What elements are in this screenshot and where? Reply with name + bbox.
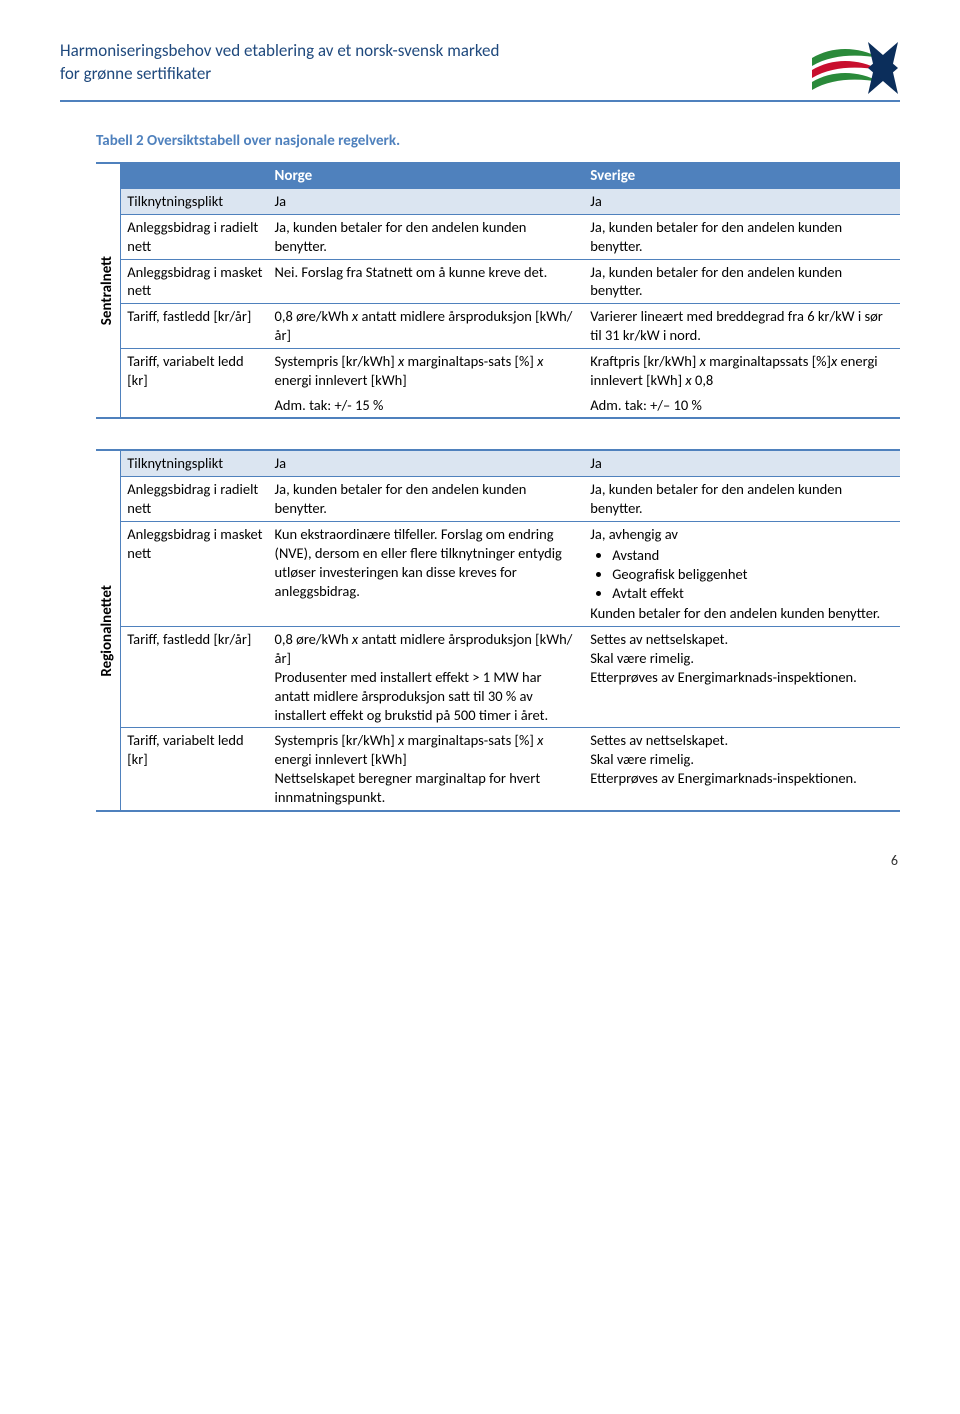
cell-sverige: Kraftpris [kr/kWh] x marginaltapssats [%… — [584, 348, 900, 392]
cell-sverige: Ja, kunden betaler for den andelen kunde… — [584, 259, 900, 304]
table-row: Anleggsbidrag i masket nettNei. Forslag … — [121, 259, 900, 304]
cell-sverige: Ja — [584, 189, 900, 214]
cell-norge: Ja, kunden betaler for den andelen kunde… — [269, 214, 585, 259]
section-side-label: Regionalnettet — [96, 451, 121, 809]
cell-sverige: Ja — [584, 451, 900, 476]
cell-norge: Ja, kunden betaler for den andelen kunde… — [269, 477, 585, 522]
row-label: Anleggsbidrag i radielt nett — [121, 214, 268, 259]
doc-title: Harmoniseringsbehov ved etablering av et… — [60, 40, 499, 86]
section-side-label-text: Regionalnettet — [98, 585, 118, 677]
cell-sverige: Adm. tak: +/– 10 % — [584, 393, 900, 418]
row-label: Tariff, variabelt ledd [kr] — [121, 348, 268, 392]
col-norge: Norge — [269, 164, 585, 190]
row-label: Tilknytningsplikt — [121, 189, 268, 214]
tables-container: SentralnettNorgeSverigeTilknytningsplikt… — [60, 162, 900, 812]
table-block: RegionalnettetTilknytningspliktJaJaAnleg… — [96, 449, 900, 811]
logo-icon — [810, 40, 900, 96]
cell-norge: Ja — [269, 451, 585, 476]
cell-sverige: Settes av nettselskapet.Skal være rimeli… — [584, 627, 900, 728]
col-blank — [121, 164, 268, 190]
cell-sverige: Ja, avhengig avAvstandGeografisk beligge… — [584, 521, 900, 626]
cell-norge: Ja — [269, 189, 585, 214]
cell-norge: Nei. Forslag fra Statnett om å kunne kre… — [269, 259, 585, 304]
row-label: Tilknytningsplikt — [121, 451, 268, 476]
row-label: Anleggsbidrag i masket nett — [121, 521, 268, 626]
cell-sverige: Ja, kunden betaler for den andelen kunde… — [584, 477, 900, 522]
cell-sverige: Settes av nettselskapet.Skal være rimeli… — [584, 728, 900, 810]
cell-sverige: Varierer lineært med breddegrad fra 6 kr… — [584, 304, 900, 349]
cell-norge: 0,8 øre/kWh x antatt midlere årsproduksj… — [269, 304, 585, 349]
page-number: 6 — [60, 852, 900, 870]
cell-norge: Systempris [kr/kWh] x marginaltaps-sats … — [269, 348, 585, 392]
data-table: TilknytningspliktJaJaAnleggsbidrag i rad… — [121, 451, 900, 809]
row-label: Tariff, variabelt ledd [kr] — [121, 728, 268, 810]
row-label — [121, 393, 268, 418]
section-side-label: Sentralnett — [96, 164, 121, 418]
table-row: Tariff, fastledd [kr/år]0,8 øre/kWh x an… — [121, 627, 900, 728]
doc-title-line2: for grønne sertifikater — [60, 63, 211, 84]
table-row: Tariff, variabelt ledd [kr]Systempris [k… — [121, 728, 900, 810]
cell-norge: 0,8 øre/kWh x antatt midlere årsproduksj… — [269, 627, 585, 728]
table-row: TilknytningspliktJaJa — [121, 451, 900, 476]
table-row: Anleggsbidrag i radielt nettJa, kunden b… — [121, 477, 900, 522]
doc-title-line1: Harmoniseringsbehov ved etablering av et… — [60, 40, 499, 61]
row-label: Tariff, fastledd [kr/år] — [121, 304, 268, 349]
col-sverige: Sverige — [584, 164, 900, 190]
cell-sverige: Ja, kunden betaler for den andelen kunde… — [584, 214, 900, 259]
row-label: Tariff, fastledd [kr/år] — [121, 627, 268, 728]
section-side-label-text: Sentralnett — [98, 256, 118, 325]
page-header: Harmoniseringsbehov ved etablering av et… — [60, 40, 900, 102]
data-table: NorgeSverigeTilknytningspliktJaJaAnleggs… — [121, 164, 900, 418]
table-row: Tariff, fastledd [kr/år]0,8 øre/kWh x an… — [121, 304, 900, 349]
table-row: Adm. tak: +/- 15 %Adm. tak: +/– 10 % — [121, 393, 900, 418]
cell-norge: Adm. tak: +/- 15 % — [269, 393, 585, 418]
table-block: SentralnettNorgeSverigeTilknytningsplikt… — [96, 162, 900, 420]
table-row: TilknytningspliktJaJa — [121, 189, 900, 214]
table-row: Tariff, variabelt ledd [kr]Systempris [k… — [121, 348, 900, 392]
table-caption: Tabell 2 Oversiktstabell over nasjonale … — [96, 132, 900, 152]
table-row: Anleggsbidrag i masket nettKun ekstraord… — [121, 521, 900, 626]
table-row: Anleggsbidrag i radielt nettJa, kunden b… — [121, 214, 900, 259]
row-label: Anleggsbidrag i masket nett — [121, 259, 268, 304]
cell-norge: Systempris [kr/kWh] x marginaltaps-sats … — [269, 728, 585, 810]
cell-norge: Kun ekstraordinære tilfeller. Forslag om… — [269, 521, 585, 626]
row-label: Anleggsbidrag i radielt nett — [121, 477, 268, 522]
